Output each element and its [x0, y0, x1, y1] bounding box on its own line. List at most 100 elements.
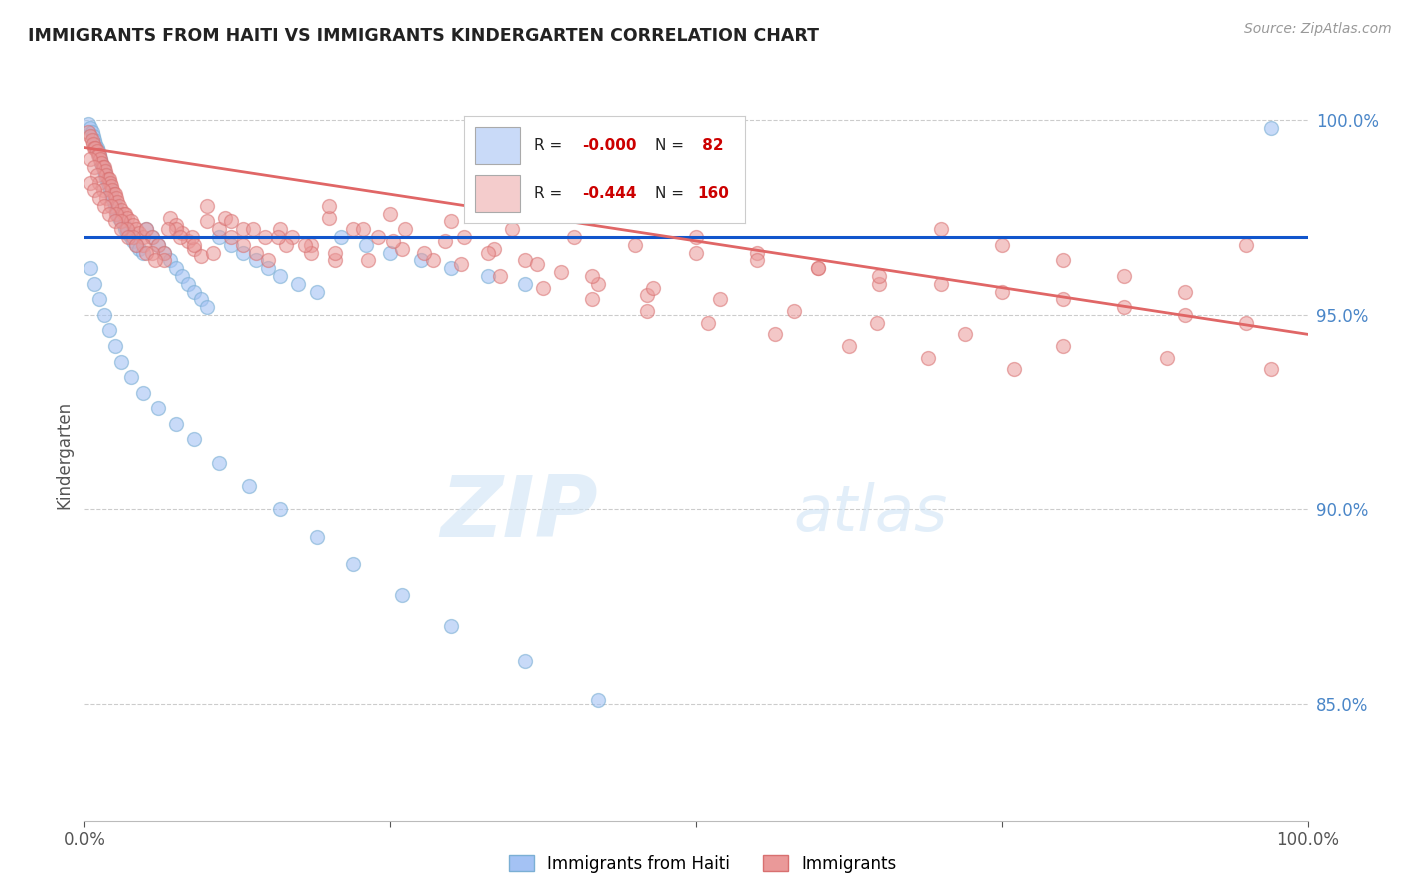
- Point: [183, 242, 205, 256]
- Point: [146, 401, 169, 416]
- Point: [87, 191, 110, 205]
- Point: [257, 253, 280, 268]
- Y-axis label: Kindergarten: Kindergarten: [55, 401, 73, 509]
- Point: [450, 257, 472, 271]
- Point: [440, 619, 463, 633]
- Point: [238, 479, 260, 493]
- Point: [128, 242, 150, 256]
- Point: [245, 253, 267, 268]
- Point: [381, 234, 404, 248]
- Point: [380, 245, 402, 260]
- Text: N =: N =: [655, 186, 689, 201]
- Point: [83, 133, 105, 147]
- Point: [709, 293, 731, 307]
- Point: [685, 230, 707, 244]
- Point: [87, 176, 110, 190]
- Point: [208, 456, 231, 470]
- Point: [513, 253, 536, 268]
- Point: [232, 237, 254, 252]
- Point: [128, 226, 150, 240]
- Point: [122, 234, 145, 248]
- Point: [685, 245, 707, 260]
- Point: [183, 237, 205, 252]
- Point: [866, 316, 889, 330]
- Point: [120, 214, 142, 228]
- Point: [195, 300, 218, 314]
- Point: [165, 222, 187, 236]
- Point: [276, 237, 298, 252]
- Text: R =: R =: [534, 138, 568, 153]
- Point: [146, 237, 169, 252]
- Point: [1174, 285, 1197, 299]
- Point: [342, 222, 364, 236]
- Point: [697, 316, 720, 330]
- Point: [114, 222, 136, 236]
- Point: [122, 219, 145, 233]
- Point: [807, 261, 830, 276]
- Point: [87, 148, 110, 162]
- Point: [89, 153, 111, 167]
- Point: [380, 207, 402, 221]
- Point: [143, 253, 166, 268]
- Point: [342, 557, 364, 571]
- Point: [305, 530, 328, 544]
- Point: [1260, 121, 1282, 136]
- Point: [219, 214, 242, 228]
- Point: [807, 261, 830, 276]
- Point: [153, 245, 176, 260]
- Point: [391, 588, 413, 602]
- Point: [294, 237, 316, 252]
- Point: [86, 145, 108, 159]
- Point: [357, 253, 380, 268]
- Point: [1236, 237, 1258, 252]
- Point: [281, 230, 304, 244]
- Point: [77, 125, 100, 139]
- Point: [83, 277, 105, 291]
- Point: [98, 183, 121, 197]
- Point: [636, 288, 658, 302]
- Point: [110, 202, 132, 217]
- Point: [83, 183, 105, 197]
- Point: [156, 222, 179, 236]
- Point: [132, 230, 155, 244]
- Point: [90, 156, 112, 170]
- Point: [82, 128, 104, 143]
- Point: [181, 230, 204, 244]
- Point: [132, 385, 155, 400]
- Point: [208, 222, 231, 236]
- Point: [1114, 268, 1136, 283]
- Text: -0.444: -0.444: [582, 186, 637, 201]
- Point: [87, 148, 110, 162]
- Point: [991, 285, 1014, 299]
- Point: [929, 222, 952, 236]
- Point: [117, 230, 139, 244]
- Point: [838, 339, 860, 353]
- Point: [82, 136, 104, 151]
- Point: [502, 222, 524, 236]
- Point: [257, 261, 280, 276]
- FancyBboxPatch shape: [475, 175, 520, 212]
- Point: [96, 191, 118, 205]
- Point: [122, 230, 145, 244]
- Point: [489, 268, 512, 283]
- Point: [991, 237, 1014, 252]
- Point: [101, 183, 124, 197]
- Point: [1052, 293, 1074, 307]
- Point: [550, 265, 572, 279]
- Point: [581, 293, 603, 307]
- Point: [1236, 316, 1258, 330]
- Point: [114, 207, 136, 221]
- Point: [105, 202, 128, 217]
- Point: [87, 145, 110, 159]
- Point: [93, 199, 115, 213]
- Point: [101, 191, 124, 205]
- Point: [165, 417, 187, 431]
- Point: [94, 168, 117, 182]
- Point: [214, 211, 236, 225]
- Point: [153, 245, 176, 260]
- Point: [318, 211, 340, 225]
- Point: [245, 245, 267, 260]
- Point: [112, 207, 135, 221]
- Point: [103, 194, 125, 209]
- Point: [409, 253, 432, 268]
